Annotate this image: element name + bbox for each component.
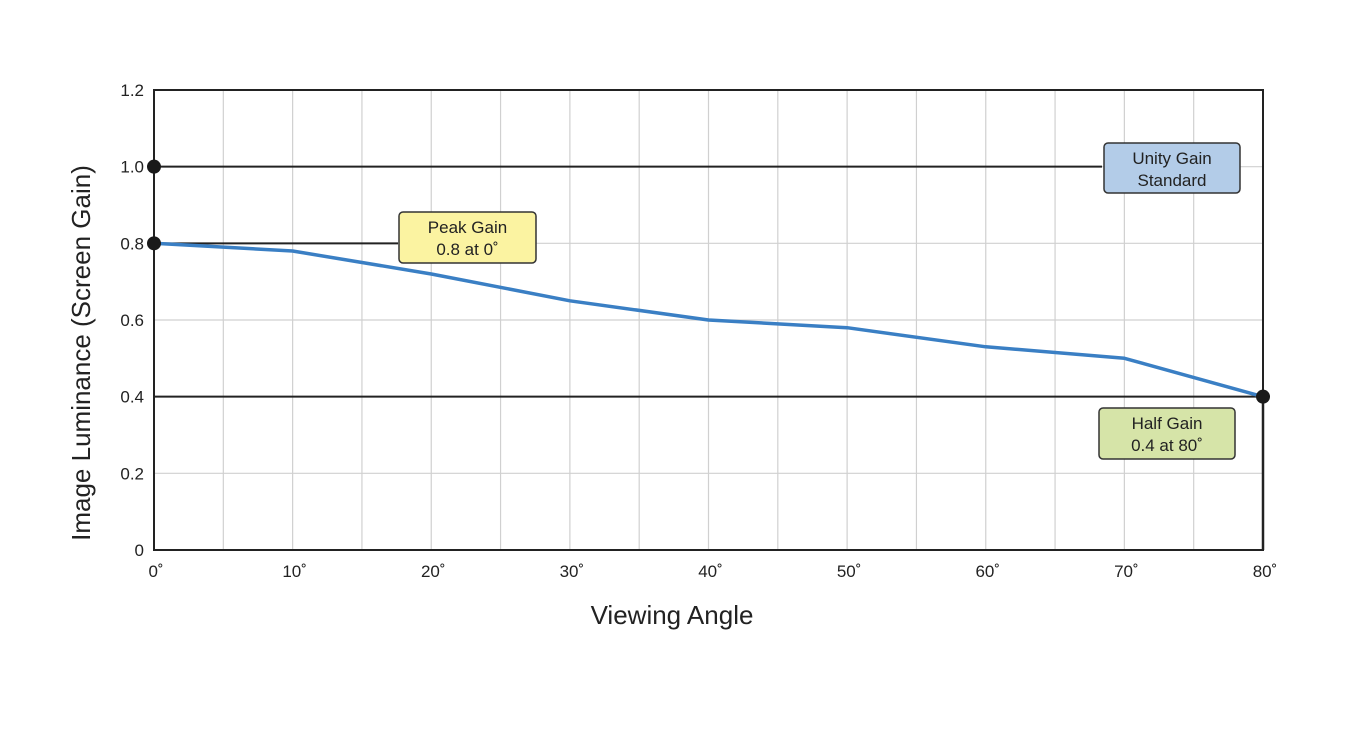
- y-tick-label: 0.4: [120, 388, 144, 407]
- x-tick-label: 40˚: [698, 562, 723, 581]
- x-tick-labels: 0˚ 10˚ 20˚ 30˚ 40˚ 50˚ 60˚ 70˚ 80˚: [148, 562, 1277, 581]
- annotation-text: Half Gain: [1132, 414, 1203, 433]
- y-tick-label: 1.2: [120, 81, 144, 100]
- x-tick-label: 60˚: [975, 562, 1000, 581]
- x-tick-label: 50˚: [837, 562, 862, 581]
- annotation-text: 0.4 at 80˚: [1131, 436, 1203, 455]
- x-tick-label: 70˚: [1114, 562, 1139, 581]
- y-tick-labels: 0 0.2 0.4 0.6 0.8 1.0 1.2: [120, 81, 144, 560]
- x-tick-label: 0˚: [148, 562, 163, 581]
- plot-frame: [153, 89, 1264, 551]
- reference-marker: [147, 159, 161, 174]
- annotation-text: Standard: [1138, 171, 1207, 190]
- annotation-text: 0.8 at 0˚: [436, 240, 498, 259]
- annotations: Unity Gain Standard Peak Gain 0.8 at 0˚ Half…: [398, 142, 1241, 460]
- annotation-background: [398, 211, 537, 264]
- x-tick-label: 80˚: [1253, 562, 1278, 581]
- reference-marker: [1256, 389, 1270, 404]
- annotation-background: [1098, 407, 1236, 460]
- annotation-background: [1103, 142, 1241, 194]
- y-axis-label: Image Luminance (Screen Gain): [66, 165, 96, 541]
- reference-markers: [147, 159, 1270, 404]
- x-tick-label: 10˚: [282, 562, 307, 581]
- x-axis-label: Viewing Angle: [591, 600, 754, 630]
- annotation-box: Unity Gain Standard: [1103, 142, 1241, 194]
- annotation-box: Half Gain 0.4 at 80˚: [1098, 407, 1236, 460]
- y-tick-label: 1.0: [120, 158, 144, 177]
- x-tick-label: 30˚: [560, 562, 585, 581]
- annotation-box: Peak Gain 0.8 at 0˚: [398, 211, 537, 264]
- y-tick-label: 0: [135, 541, 144, 560]
- series-line: [153, 241, 1264, 399]
- reference-marker: [147, 236, 161, 251]
- annotation-text: Unity Gain: [1132, 149, 1211, 168]
- series-lines: [153, 241, 1264, 399]
- x-tick-label: 20˚: [421, 562, 446, 581]
- annotation-text: Peak Gain: [428, 218, 507, 237]
- y-tick-label: 0.6: [120, 311, 144, 330]
- y-tick-label: 0.2: [120, 464, 144, 483]
- y-tick-label: 0.8: [120, 234, 144, 253]
